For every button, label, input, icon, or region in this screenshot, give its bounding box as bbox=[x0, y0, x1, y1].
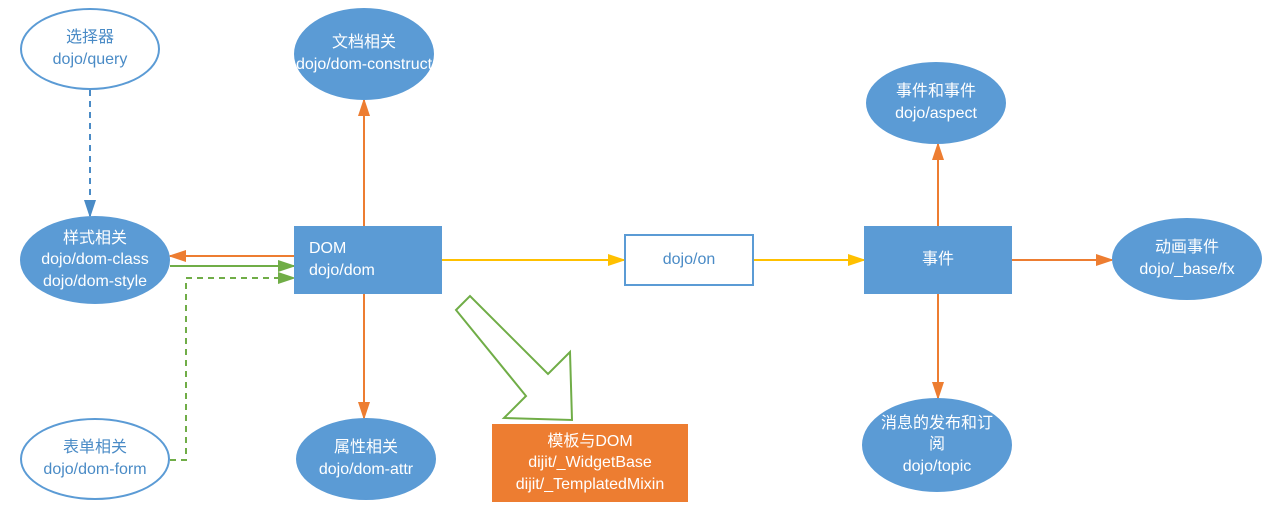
node-dojoon: dojo/on bbox=[624, 234, 754, 286]
node-selector: 选择器 dojo/query bbox=[20, 8, 160, 90]
node-template-label1: 模板与DOM bbox=[547, 431, 632, 453]
node-form-label2: dojo/dom-form bbox=[43, 459, 146, 481]
node-template-label3: dijit/_TemplatedMixin bbox=[516, 474, 665, 496]
diagram-canvas: 选择器 dojo/query 文档相关 dojo/dom-construct 样… bbox=[0, 0, 1274, 510]
node-attr-label1: 属性相关 bbox=[334, 437, 398, 459]
node-aspect-label2: dojo/aspect bbox=[895, 103, 977, 125]
node-doc-label2: dojo/dom-construct bbox=[296, 54, 432, 76]
node-fx-label2: dojo/_base/fx bbox=[1139, 259, 1234, 281]
node-styles-label2: dojo/dom-class bbox=[41, 249, 149, 271]
node-topic: 消息的发布和订阅 dojo/topic bbox=[862, 398, 1012, 492]
node-topic-label2: dojo/topic bbox=[903, 456, 972, 478]
node-event: 事件 bbox=[864, 226, 1012, 294]
node-template: 模板与DOM dijit/_WidgetBase dijit/_Template… bbox=[492, 424, 688, 502]
node-styles: 样式相关 dojo/dom-class dojo/dom-style bbox=[20, 216, 170, 304]
node-doc-label1: 文档相关 bbox=[332, 32, 396, 54]
node-dom-label1: DOM bbox=[309, 238, 346, 260]
node-aspect-label1: 事件和事件 bbox=[896, 81, 976, 103]
node-aspect: 事件和事件 dojo/aspect bbox=[866, 62, 1006, 144]
node-selector-label1: 选择器 bbox=[66, 27, 114, 49]
node-fx: 动画事件 dojo/_base/fx bbox=[1112, 218, 1262, 300]
node-attr: 属性相关 dojo/dom-attr bbox=[296, 418, 436, 500]
node-template-label2: dijit/_WidgetBase bbox=[528, 452, 652, 474]
node-dojoon-label1: dojo/on bbox=[663, 249, 716, 271]
node-styles-label1: 样式相关 bbox=[63, 228, 127, 250]
node-topic-label1: 消息的发布和订阅 bbox=[877, 413, 997, 456]
edge-form-dom bbox=[170, 278, 294, 460]
node-dom: DOM dojo/dom bbox=[294, 226, 442, 294]
node-doc: 文档相关 dojo/dom-construct bbox=[294, 8, 434, 100]
node-styles-label3: dojo/dom-style bbox=[43, 271, 147, 293]
node-dom-label2: dojo/dom bbox=[309, 260, 375, 282]
node-fx-label1: 动画事件 bbox=[1155, 237, 1219, 259]
node-attr-label2: dojo/dom-attr bbox=[319, 459, 413, 481]
node-form: 表单相关 dojo/dom-form bbox=[20, 418, 170, 500]
node-selector-label2: dojo/query bbox=[53, 49, 128, 71]
big-arrow-dom-template bbox=[456, 296, 572, 420]
node-event-label1: 事件 bbox=[922, 249, 954, 271]
node-form-label1: 表单相关 bbox=[63, 437, 127, 459]
